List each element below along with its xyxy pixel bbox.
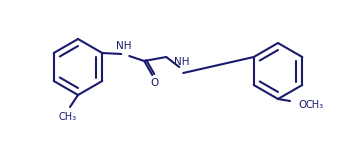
Text: CH₃: CH₃ [59, 112, 77, 122]
Text: O: O [150, 78, 158, 88]
Text: NH: NH [174, 57, 190, 67]
Text: NH: NH [116, 41, 132, 51]
Text: O: O [298, 100, 306, 110]
Text: CH₃: CH₃ [305, 100, 323, 110]
